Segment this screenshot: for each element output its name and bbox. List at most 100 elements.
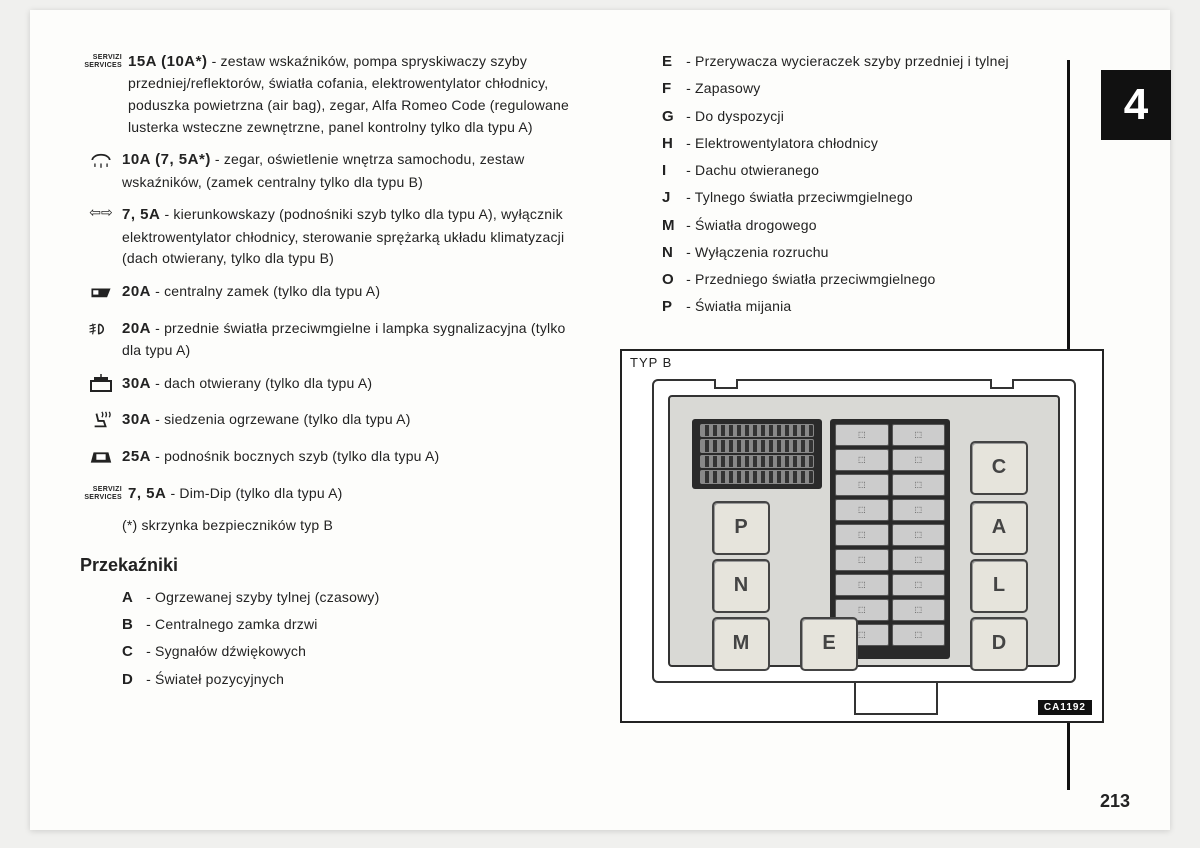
fuse-text: 20A - centralny zamek (tylko dla typu A) xyxy=(122,280,580,303)
fuse-list: SERVIZISERVICES15A (10A*) - zestaw wskaź… xyxy=(80,50,580,505)
relay-row: B - Centralnego zamka drzwi xyxy=(80,613,580,636)
relay-letter: H xyxy=(662,132,682,155)
relay-block-p: P xyxy=(712,501,770,555)
relay-list-left: A - Ogrzewanej szyby tylnej (czasowy) B … xyxy=(80,586,580,691)
relay-row: C - Sygnałów dźwiękowych xyxy=(80,640,580,663)
fuse-text: 25A - podnośnik bocznych szyb (tylko dla… xyxy=(122,445,580,468)
chapter-tab: 4 xyxy=(1101,70,1171,140)
sunroof-icon xyxy=(80,372,122,399)
relay-text: O - Przedniego światła przeciwmgielnego xyxy=(662,268,1120,291)
relay-row: A - Ogrzewanej szyby tylnej (czasowy) xyxy=(80,586,580,609)
fuse-row: 10A (7, 5A*) - zegar, oświetlenie wnętrz… xyxy=(80,148,580,193)
relay-text: B - Centralnego zamka drzwi xyxy=(122,613,580,636)
relay-row: F - Zapasowy xyxy=(620,77,1120,100)
relay-row: H - Elektrowentylatora chłodnicy xyxy=(620,132,1120,155)
content-columns: SERVIZISERVICES15A (10A*) - zestaw wskaź… xyxy=(80,50,1120,723)
relay-block-m: M xyxy=(712,617,770,671)
fuse-desc: - centralny zamek (tylko dla typu A) xyxy=(151,283,380,299)
manual-page: 4 213 SERVIZISERVICES15A (10A*) - zestaw… xyxy=(30,10,1170,830)
relay-letter: G xyxy=(662,105,682,128)
fuse-row: 30A - siedzenia ogrzewane (tylko dla typ… xyxy=(80,408,580,435)
fuse-desc: - podnośnik bocznych szyb (tylko dla typ… xyxy=(151,448,439,464)
relay-row: M - Światła drogowego xyxy=(620,214,1120,237)
relay-text: P - Światła mijania xyxy=(662,295,1120,318)
diagram-type-label: TYP B xyxy=(630,355,672,370)
connector-tab xyxy=(854,683,938,715)
relay-text: I - Dachu otwieranego xyxy=(662,159,1120,182)
relay-row: N - Wyłączenia rozruchu xyxy=(620,241,1120,264)
relay-desc: Do dyspozycji xyxy=(695,108,784,124)
fuse-text: 20A - przednie światła przeciwmgielne i … xyxy=(122,317,580,362)
relay-row: G - Do dyspozycji xyxy=(620,105,1120,128)
relay-text: D - Świateł pozycyjnych xyxy=(122,668,580,691)
seat-heat-icon xyxy=(80,408,122,435)
relay-letter: O xyxy=(662,268,682,291)
fuse-rating: 25A xyxy=(122,448,151,465)
relay-desc: Przedniego światła przeciwmgielnego xyxy=(695,271,935,287)
relay-row: O - Przedniego światła przeciwmgielnego xyxy=(620,268,1120,291)
relay-letter: F xyxy=(662,77,682,100)
relay-text: A - Ogrzewanej szyby tylnej (czasowy) xyxy=(122,586,580,609)
relay-desc: Światła mijania xyxy=(695,298,791,314)
fuse-desc: - dach otwierany (tylko dla typu A) xyxy=(151,375,372,391)
relay-desc: Elektrowentylatora chłodnicy xyxy=(695,135,878,151)
relay-letter: N xyxy=(662,241,682,264)
fuse-row: 30A - dach otwierany (tylko dla typu A) xyxy=(80,372,580,399)
relay-row: D - Świateł pozycyjnych xyxy=(80,668,580,691)
relay-desc: Wyłączenia rozruchu xyxy=(695,244,829,260)
fusebox-diagram: TYP B ⬚⬚ ⬚⬚ ⬚⬚ ⬚⬚ ⬚ xyxy=(620,349,1104,723)
fuse-rating: 20A xyxy=(122,283,151,300)
fuse-text: 30A - siedzenia ogrzewane (tylko dla typ… xyxy=(122,408,580,431)
left-column: SERVIZISERVICES15A (10A*) - zestaw wskaź… xyxy=(80,50,580,723)
fusebox-inner: ⬚⬚ ⬚⬚ ⬚⬚ ⬚⬚ ⬚⬚ ⬚⬚ ⬚⬚ ⬚⬚ ⬚⬚ CPANLMED xyxy=(668,395,1060,667)
relay-text: N - Wyłączenia rozruchu xyxy=(662,241,1120,264)
relay-text: F - Zapasowy xyxy=(662,77,1120,100)
fuse-text: 7, 5A - kierunkowskazy (podnośniki szyb … xyxy=(122,203,580,270)
fuse-rating: 30A xyxy=(122,375,151,392)
fusebox-outer: ⬚⬚ ⬚⬚ ⬚⬚ ⬚⬚ ⬚⬚ ⬚⬚ ⬚⬚ ⬚⬚ ⬚⬚ CPANLMED xyxy=(652,379,1076,683)
fuse-rating: 10A (7, 5A*) xyxy=(122,151,211,168)
relay-text: C - Sygnałów dźwiękowych xyxy=(122,640,580,663)
fuse-desc: - Dim-Dip (tylko dla typu A) xyxy=(166,485,342,501)
relay-block-l: L xyxy=(970,559,1028,613)
fuse-row: SERVIZISERVICES7, 5A - Dim-Dip (tylko dl… xyxy=(80,482,580,505)
relay-letter: D xyxy=(122,668,142,691)
relay-desc: Światła drogowego xyxy=(695,217,817,233)
fuse-row: ⇦⇨7, 5A - kierunkowskazy (podnośniki szy… xyxy=(80,203,580,270)
relay-desc: Dachu otwieranego xyxy=(695,162,819,178)
relay-block-e: E xyxy=(800,617,858,671)
relay-desc: Tylnego światła przeciwmgielnego xyxy=(695,189,913,205)
services-icon: SERVIZISERVICES xyxy=(80,50,128,69)
relay-letter: E xyxy=(662,50,682,73)
fuse-text: 7, 5A - Dim-Dip (tylko dla typu A) xyxy=(128,482,580,505)
relay-desc: Świateł pozycyjnych xyxy=(155,671,284,687)
fuse-desc: - kierunkowskazy (podnośniki szyb tylko … xyxy=(122,206,564,266)
fuse-rating: 30A xyxy=(122,411,151,428)
relay-row: P - Światła mijania xyxy=(620,295,1120,318)
relay-desc: Centralnego zamka drzwi xyxy=(155,616,318,632)
fuse-text: 10A (7, 5A*) - zegar, oświetlenie wnętrz… xyxy=(122,148,580,193)
fuse-text: 15A (10A*) - zestaw wskaźników, pompa sp… xyxy=(128,50,580,138)
fuse-text: 30A - dach otwierany (tylko dla typu A) xyxy=(122,372,580,395)
fog-light-icon xyxy=(80,317,122,344)
central-lock-icon xyxy=(80,280,122,307)
relay-letter: P xyxy=(662,295,682,318)
relay-text: G - Do dyspozycji xyxy=(662,105,1120,128)
relay-row: J - Tylnego światła przeciwmgielnego xyxy=(620,186,1120,209)
relay-block-c: C xyxy=(970,441,1028,495)
relay-block-a: A xyxy=(970,501,1028,555)
dome-light-icon xyxy=(80,148,122,175)
footnote: (*) skrzynka bezpieczników typ B xyxy=(122,515,580,537)
relay-row: I - Dachu otwieranego xyxy=(620,159,1120,182)
fuse-rating: 7, 5A xyxy=(128,485,166,502)
fuse-row: SERVIZISERVICES15A (10A*) - zestaw wskaź… xyxy=(80,50,580,138)
relay-desc: Przerywacza wycieraczek szyby przedniej … xyxy=(695,53,1009,69)
relay-block-n: N xyxy=(712,559,770,613)
relay-letter: I xyxy=(662,159,682,182)
fuse-row: 20A - przednie światła przeciwmgielne i … xyxy=(80,317,580,362)
relay-text: H - Elektrowentylatora chłodnicy xyxy=(662,132,1120,155)
fuse-panel-small xyxy=(692,419,822,489)
page-number: 213 xyxy=(1100,791,1130,812)
relay-letter: A xyxy=(122,586,142,609)
relay-letter: C xyxy=(122,640,142,663)
